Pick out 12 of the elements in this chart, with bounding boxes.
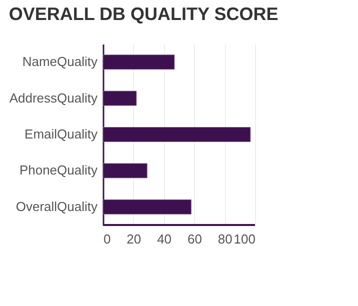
x-tick-label: 20 [126, 232, 142, 246]
x-tick-label: 100 [234, 232, 256, 246]
x-tick-label: 60 [187, 232, 202, 246]
y-tick-label: NameQuality [22, 54, 98, 70]
y-tick-label: PhoneQuality [19, 162, 98, 178]
chart-title: OVERALL DB QUALITY SCORE [8, 4, 278, 24]
y-tick-label: OverallQuality [16, 198, 98, 214]
x-tick-label: 0 [104, 232, 111, 246]
x-tick-label: 80 [218, 232, 232, 246]
y-tick-label: AddressQuality [9, 90, 98, 106]
y-tick-label: EmailQuality [24, 126, 98, 142]
x-tick-label: 40 [157, 232, 172, 246]
